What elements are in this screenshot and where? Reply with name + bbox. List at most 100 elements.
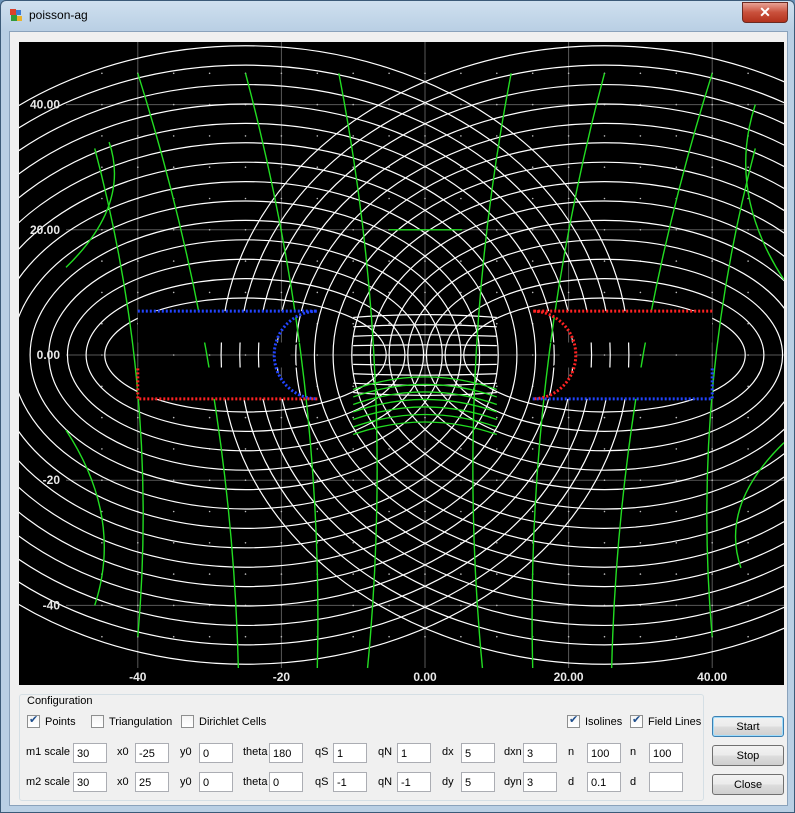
grid-point	[531, 229, 534, 231]
field-plot[interactable]: -40 -20 0.00 20.00 40.00 40.00 20.00 0.00 -20 -40	[19, 42, 784, 685]
checkbox-box[interactable]	[27, 713, 40, 728]
m1-y0-input[interactable]: 0	[199, 743, 233, 763]
grid-point	[460, 479, 462, 482]
field-line	[352, 421, 498, 436]
field-line	[531, 73, 606, 669]
grid-point	[316, 166, 319, 168]
isoline	[257, 84, 784, 626]
grid-point	[639, 291, 642, 294]
grid-point	[172, 573, 175, 575]
y-tick-label: -20	[43, 473, 61, 487]
grid-point	[567, 72, 570, 75]
grid-point	[352, 166, 355, 168]
checkbox-box[interactable]	[91, 715, 104, 728]
grid-point	[747, 354, 749, 356]
n-input-2[interactable]: 100	[649, 743, 683, 763]
isoline	[220, 45, 784, 665]
grid-point	[675, 354, 678, 356]
grid-point	[424, 604, 426, 607]
grid-point	[101, 135, 103, 137]
isolines-checkbox[interactable]: Isolines	[567, 713, 623, 728]
checkbox-box[interactable]	[630, 713, 643, 728]
window-close-button[interactable]: ✕	[742, 2, 788, 23]
m2-y0-input[interactable]: 0	[199, 772, 233, 792]
m1-theta-input[interactable]: 180	[269, 743, 303, 763]
n-input[interactable]: 100	[587, 743, 621, 763]
grid-point	[101, 448, 103, 450]
m2-qs-input[interactable]: -1	[333, 772, 367, 792]
start-button[interactable]: Start	[712, 716, 784, 737]
grid-point	[675, 479, 678, 482]
grid-point	[352, 448, 355, 450]
grid-point	[316, 197, 319, 200]
grid-point	[603, 635, 606, 638]
grid-point	[172, 510, 175, 513]
m2-scale-input[interactable]: 30	[73, 772, 107, 792]
grid-point	[137, 416, 139, 419]
stop-button[interactable]: Stop	[712, 745, 784, 766]
isoline	[353, 314, 497, 319]
m1-scale-input[interactable]: 30	[73, 743, 107, 763]
d-input[interactable]: 0.1	[587, 772, 621, 792]
grid-point	[675, 542, 678, 544]
m1-x0-input[interactable]: -25	[135, 743, 169, 763]
grid-point	[531, 416, 534, 419]
m1-qs-input[interactable]: 1	[333, 743, 367, 763]
dyn-label: dyn	[504, 776, 522, 788]
isoline	[19, 142, 537, 568]
checkbox-box[interactable]	[567, 713, 580, 728]
field-line	[472, 73, 512, 669]
grid-point	[531, 260, 534, 262]
dyn-input[interactable]: 3	[523, 772, 557, 792]
grid-point	[137, 103, 139, 106]
grid-point	[711, 416, 713, 419]
grid-point	[352, 322, 355, 325]
grid-point	[388, 573, 390, 575]
m2-theta-input[interactable]: 0	[269, 772, 303, 792]
d-label: d	[568, 776, 575, 788]
dirichlet-cells-checkbox[interactable]: Dirichlet Cells	[181, 715, 266, 728]
m2-x0-input[interactable]: 25	[135, 772, 169, 792]
field-lines-checkbox[interactable]: Field Lines	[630, 713, 701, 728]
isoline	[353, 344, 497, 347]
dxn-input[interactable]: 3	[523, 743, 557, 763]
checkbox-label: Isolines	[585, 715, 623, 728]
grid-point	[424, 635, 426, 638]
grid-point	[244, 197, 247, 200]
triangulation-checkbox[interactable]: Triangulation	[91, 715, 172, 728]
grid-point	[388, 135, 390, 137]
grid-point	[711, 479, 713, 482]
grid-point	[101, 322, 103, 325]
grid-point	[531, 448, 534, 450]
grid-point	[639, 510, 642, 513]
grid-point	[675, 573, 678, 575]
plot-canvas: -40 -20 0.00 20.00 40.00 40.00 20.00 0.00 -20 -40	[19, 42, 784, 684]
checkbox-box[interactable]	[181, 715, 194, 728]
grid-point	[280, 72, 283, 75]
grid-point	[208, 479, 211, 482]
grid-point	[316, 416, 319, 419]
x-tick-label: 40.00	[697, 670, 727, 684]
close-button[interactable]: Close	[712, 774, 784, 795]
title-bar[interactable]: poisson-ag ✕	[1, 1, 794, 31]
grid-point	[747, 604, 749, 607]
grid-point	[316, 135, 319, 137]
y-tick-label: 40.00	[30, 98, 60, 112]
m1-qn-input[interactable]: 1	[397, 743, 431, 763]
field-line	[65, 141, 116, 268]
grid-point	[460, 260, 462, 262]
d-input-2[interactable]	[649, 772, 683, 792]
x-tick-label: 0.00	[413, 670, 437, 684]
m2-qn-input[interactable]: -1	[397, 772, 431, 792]
points-checkbox[interactable]: Points	[27, 713, 76, 728]
field-line	[65, 429, 105, 606]
dxn-label: dxn	[504, 746, 522, 758]
dy-input[interactable]: 5	[461, 772, 495, 792]
configuration-group	[19, 694, 704, 801]
grid-point	[567, 197, 570, 200]
grid-point	[352, 291, 355, 294]
qn-label: qN	[378, 746, 393, 758]
dx-input[interactable]: 5	[461, 743, 495, 763]
grid-point	[424, 260, 426, 262]
